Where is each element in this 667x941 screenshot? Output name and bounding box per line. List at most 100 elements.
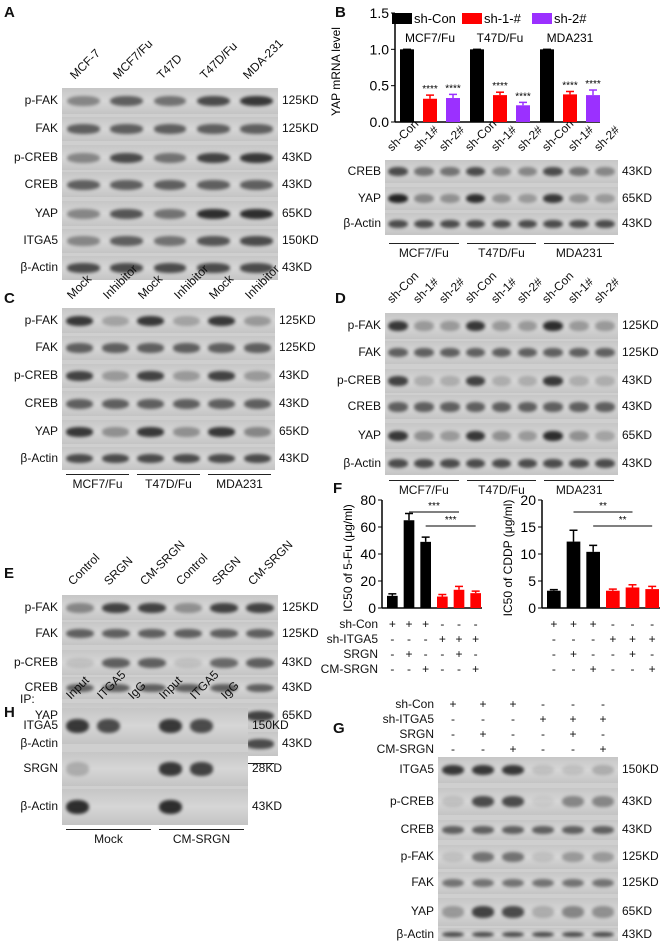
y-tick-label: 60 — [360, 519, 376, 535]
condition-sign: - — [571, 697, 575, 711]
molecular-weight-label: 43KD — [279, 368, 310, 382]
band — [517, 430, 538, 442]
protein-label: p-FAK — [347, 318, 381, 332]
band — [595, 219, 615, 229]
blot-row-srgn — [62, 752, 248, 786]
group-label: MDA231 — [208, 474, 271, 491]
band — [465, 402, 486, 412]
band — [65, 718, 90, 734]
band — [246, 602, 274, 613]
band — [543, 166, 564, 177]
band — [153, 236, 187, 246]
band — [471, 826, 495, 834]
condition-label: sh-ITGA5 — [326, 632, 378, 646]
band — [569, 193, 589, 204]
band — [102, 628, 130, 639]
band — [239, 208, 273, 219]
protein-label: FAK — [35, 340, 58, 354]
band — [67, 124, 100, 134]
band — [569, 166, 589, 177]
y-axis-label: IC50 of 5-Fu (μg/ml) — [341, 504, 355, 612]
condition-label: CM-SRGN — [320, 662, 378, 676]
band — [158, 718, 183, 734]
blot-row-fak — [438, 872, 618, 894]
protein-label: FAK — [411, 875, 434, 889]
band — [561, 764, 585, 776]
condition-sign: + — [628, 632, 636, 646]
band — [501, 826, 525, 834]
condition-sign: - — [551, 632, 556, 646]
condition-sign: - — [630, 617, 635, 631]
blot-row-yap — [62, 420, 275, 444]
molecular-weight-label: 150KD — [252, 718, 289, 732]
condition-sign: + — [422, 617, 430, 631]
lane-label: MCF7/Fu — [110, 36, 156, 82]
band — [172, 315, 200, 326]
bar — [586, 551, 600, 608]
band — [210, 602, 238, 613]
band — [102, 683, 130, 693]
band — [110, 152, 144, 163]
band — [531, 931, 555, 938]
band — [517, 166, 538, 177]
band — [196, 95, 230, 107]
band — [110, 179, 144, 190]
band — [569, 376, 589, 386]
band — [439, 193, 460, 204]
band — [101, 315, 129, 326]
condition-sign: - — [423, 647, 428, 661]
molecular-weight-label: 43KD — [282, 149, 313, 164]
condition-sign: - — [440, 617, 445, 631]
protein-label: CREB — [24, 395, 58, 410]
panel-label-D: D — [335, 290, 346, 307]
band — [591, 764, 615, 776]
band — [439, 347, 460, 358]
band — [569, 347, 589, 358]
lane-label: sh-2# — [435, 122, 468, 154]
band — [110, 95, 144, 107]
band — [66, 628, 94, 639]
bar — [645, 589, 659, 608]
band — [439, 376, 460, 386]
condition-sign: + — [609, 632, 617, 646]
condition-sign: - — [440, 647, 445, 661]
condition-sign: - — [407, 662, 411, 676]
condition-sign: - — [551, 647, 556, 661]
band — [543, 347, 564, 358]
condition-sign: - — [473, 647, 478, 661]
condition-sign: - — [591, 647, 596, 661]
molecular-weight-label: 150KD — [282, 233, 319, 247]
blot-row-p-fak — [62, 88, 278, 114]
y-tick-label: 1.0 — [370, 41, 390, 57]
y-axis-label: YAP mRNA level — [329, 27, 343, 116]
y-tick-label: 20 — [360, 573, 376, 589]
blot-row-fak — [62, 117, 278, 141]
lane-label: sh-2# — [513, 274, 545, 306]
band — [561, 852, 585, 862]
protein-label: CREB — [347, 399, 381, 413]
molecular-weight-label: 65KD — [282, 708, 313, 722]
band — [543, 458, 564, 469]
condition-sign: - — [571, 742, 575, 756]
band — [543, 376, 564, 386]
molecular-weight-label: 43KD — [282, 654, 313, 669]
protein-label: YAP — [34, 205, 58, 220]
condition-sign: - — [423, 632, 428, 646]
protein-label: p-CREB — [13, 149, 58, 164]
band — [413, 458, 434, 469]
band — [413, 320, 434, 332]
band — [67, 152, 100, 163]
band — [388, 347, 408, 358]
blot-row-p-fak — [62, 308, 275, 333]
condition-sign: + — [472, 632, 480, 646]
band — [67, 236, 100, 246]
condition-sign: - — [541, 697, 545, 711]
band — [569, 402, 589, 412]
band — [208, 427, 236, 437]
band — [491, 166, 512, 177]
blot-row-yap — [438, 898, 618, 926]
protein-label: CREB — [347, 163, 381, 178]
condition-sign: - — [541, 727, 545, 741]
band — [243, 427, 271, 437]
condition-sign: - — [610, 662, 615, 676]
